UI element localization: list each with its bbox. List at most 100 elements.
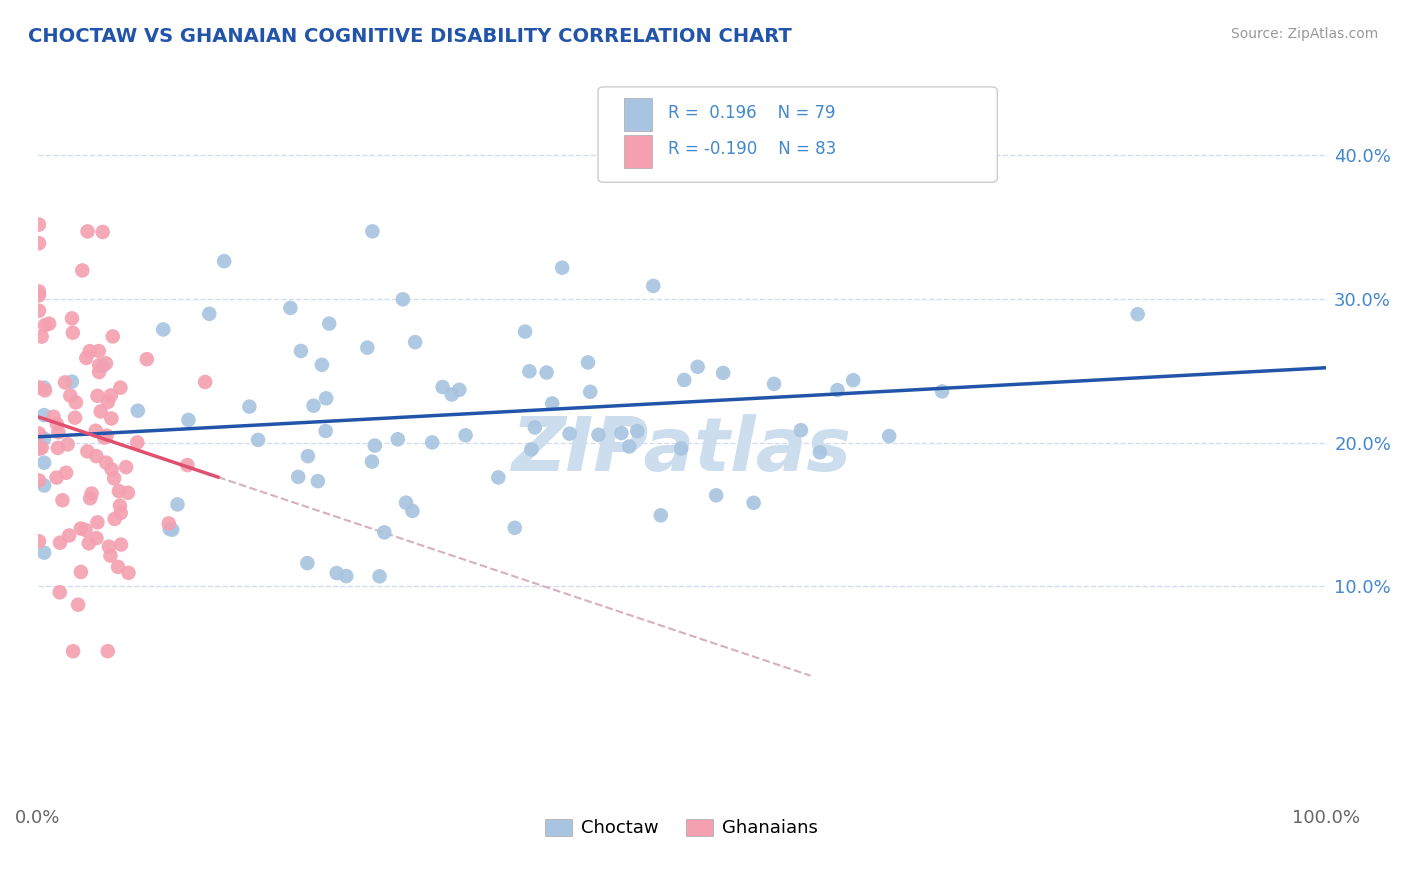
Point bbox=[100, 388, 122, 402]
Point bbox=[32, 408, 55, 422]
Point bbox=[32, 432, 55, 446]
Point bbox=[404, 335, 426, 350]
Point bbox=[31, 329, 53, 343]
Point bbox=[152, 322, 174, 336]
Point bbox=[762, 376, 785, 391]
Point bbox=[32, 456, 55, 470]
Point bbox=[742, 496, 765, 510]
Point bbox=[62, 644, 84, 658]
Point bbox=[643, 279, 665, 293]
Point bbox=[610, 425, 633, 440]
Point bbox=[31, 441, 53, 455]
Point bbox=[96, 428, 118, 442]
Point bbox=[46, 441, 69, 455]
Point bbox=[91, 359, 114, 373]
Point bbox=[28, 426, 51, 441]
Point bbox=[626, 424, 648, 438]
Point bbox=[198, 307, 221, 321]
Point bbox=[79, 491, 101, 506]
Point bbox=[96, 456, 118, 470]
Point bbox=[808, 445, 831, 459]
Point bbox=[311, 358, 333, 372]
Point bbox=[103, 471, 125, 485]
Point bbox=[520, 442, 543, 457]
Point bbox=[541, 396, 564, 410]
Point bbox=[387, 432, 409, 446]
Point bbox=[669, 442, 692, 456]
Bar bbox=[624, 98, 652, 131]
Point bbox=[177, 413, 200, 427]
Point bbox=[166, 498, 188, 512]
Text: R =  0.196    N = 79: R = 0.196 N = 79 bbox=[668, 103, 835, 121]
Point bbox=[212, 254, 235, 268]
Point bbox=[100, 411, 122, 425]
Point bbox=[70, 565, 93, 579]
Point bbox=[135, 352, 157, 367]
Point bbox=[75, 351, 97, 365]
Point bbox=[420, 435, 443, 450]
Point bbox=[28, 442, 51, 456]
Point bbox=[63, 410, 86, 425]
Point bbox=[290, 343, 312, 358]
Point bbox=[115, 460, 138, 475]
Point bbox=[42, 409, 65, 424]
Point bbox=[65, 395, 87, 409]
Point bbox=[86, 531, 108, 545]
Point bbox=[72, 263, 94, 277]
Point bbox=[127, 435, 149, 450]
Point bbox=[28, 380, 51, 394]
Point bbox=[77, 536, 100, 550]
Point bbox=[53, 376, 76, 390]
Point bbox=[34, 384, 56, 398]
Point bbox=[55, 466, 77, 480]
Point bbox=[325, 566, 347, 580]
Point bbox=[32, 478, 55, 492]
Point bbox=[486, 470, 509, 484]
Point bbox=[318, 317, 340, 331]
Point bbox=[100, 549, 122, 563]
Point bbox=[364, 439, 387, 453]
Point bbox=[650, 508, 672, 523]
Point bbox=[45, 417, 67, 431]
Point bbox=[449, 383, 471, 397]
Point bbox=[432, 380, 454, 394]
Point bbox=[60, 311, 83, 326]
Point bbox=[790, 423, 813, 437]
Bar bbox=[624, 135, 652, 168]
Point bbox=[704, 488, 727, 502]
Point bbox=[373, 525, 395, 540]
Point bbox=[827, 383, 849, 397]
Point bbox=[931, 384, 953, 399]
Point bbox=[91, 225, 114, 239]
Point bbox=[440, 387, 463, 401]
Point bbox=[297, 449, 319, 463]
Point bbox=[51, 493, 73, 508]
Point bbox=[108, 499, 131, 513]
Point bbox=[87, 344, 110, 359]
Point bbox=[395, 495, 418, 509]
Point bbox=[157, 516, 180, 531]
Point bbox=[100, 462, 122, 476]
Point bbox=[536, 366, 558, 380]
Point bbox=[49, 535, 72, 549]
Point bbox=[97, 395, 120, 409]
Point bbox=[28, 236, 51, 251]
Point bbox=[619, 440, 641, 454]
Point bbox=[361, 455, 384, 469]
Point bbox=[711, 366, 734, 380]
Point bbox=[1126, 307, 1149, 321]
Text: Source: ZipAtlas.com: Source: ZipAtlas.com bbox=[1230, 27, 1378, 41]
Point bbox=[117, 566, 139, 580]
Point bbox=[76, 444, 98, 458]
Point bbox=[49, 585, 72, 599]
Point bbox=[315, 424, 337, 438]
Point bbox=[93, 431, 115, 445]
Point bbox=[69, 522, 91, 536]
Point bbox=[94, 356, 117, 370]
Point bbox=[588, 427, 610, 442]
Point bbox=[90, 404, 112, 418]
Point bbox=[75, 523, 97, 537]
Point bbox=[28, 218, 51, 232]
Point bbox=[76, 224, 98, 238]
Point bbox=[579, 384, 602, 399]
